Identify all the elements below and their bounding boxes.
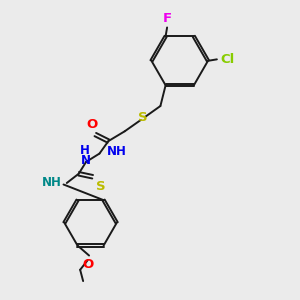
Text: NH: NH [107, 145, 127, 158]
Text: Cl: Cl [220, 53, 235, 66]
Text: O: O [87, 118, 98, 131]
Text: H: H [80, 143, 89, 157]
Text: N: N [81, 154, 91, 167]
Text: NH: NH [42, 176, 62, 189]
Text: S: S [96, 180, 105, 193]
Text: O: O [82, 258, 93, 271]
Text: F: F [163, 12, 172, 25]
Text: S: S [138, 111, 148, 124]
